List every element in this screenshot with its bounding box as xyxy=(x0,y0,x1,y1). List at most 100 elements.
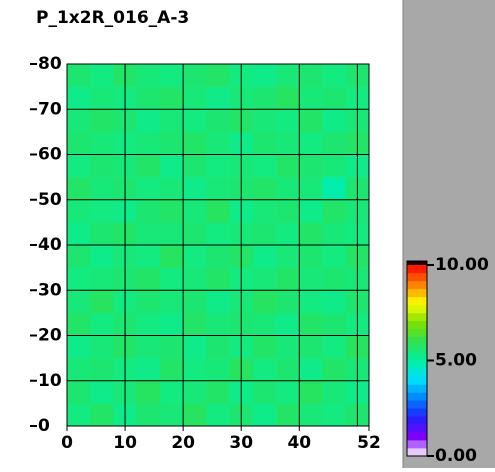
heatmap-cell xyxy=(322,154,347,178)
heatmap-cell xyxy=(322,358,347,382)
heatmap-cell xyxy=(252,267,277,291)
heatmap-cell xyxy=(159,131,184,155)
heatmap-cell xyxy=(276,245,300,268)
heatmap-cell xyxy=(252,222,277,246)
heatmap-cell xyxy=(183,267,207,291)
heatmap-cell xyxy=(67,245,91,268)
heatmap-cell xyxy=(252,199,277,223)
colorbar-tick-label: 0.00 xyxy=(435,446,477,466)
heatmap-cell xyxy=(159,109,184,133)
heatmap-cell xyxy=(159,154,184,178)
heatmap-cell xyxy=(299,109,323,133)
heatmap-cell xyxy=(183,245,207,268)
heatmap-cell xyxy=(252,380,277,404)
heatmap-cell xyxy=(67,154,91,178)
colorbar-band xyxy=(407,400,427,409)
heatmap-cell xyxy=(276,312,300,336)
colorbar-band xyxy=(407,448,427,457)
heatmap-cell xyxy=(159,64,184,87)
heatmap-cell xyxy=(322,380,347,404)
heatmap-cell xyxy=(276,109,300,133)
heatmap-cell xyxy=(159,199,184,223)
heatmap-cell xyxy=(136,380,161,404)
heatmap-cell xyxy=(322,267,347,291)
heatmap-cell xyxy=(206,335,230,359)
heatmap-cell xyxy=(159,358,184,382)
heatmap-cell xyxy=(90,154,114,178)
heatmap-cell xyxy=(299,199,323,223)
heatmap-cell xyxy=(159,290,184,314)
heatmap-cell xyxy=(206,403,230,427)
y-tick-label: 80 xyxy=(38,54,62,74)
heatmap-cell xyxy=(322,64,347,87)
colorbar-band xyxy=(407,336,427,345)
heatmap-cell xyxy=(183,222,207,246)
heatmap-cell xyxy=(299,267,323,291)
heatmap-cell xyxy=(276,222,300,246)
heatmap-cell xyxy=(299,403,323,427)
heatmap-cell xyxy=(252,131,277,155)
heatmap-cell xyxy=(136,64,161,87)
heatmap-cell xyxy=(276,380,300,404)
heatmap-cell xyxy=(206,245,230,268)
heatmap-cell xyxy=(159,222,184,246)
x-tick-label: 20 xyxy=(171,433,195,453)
heatmap-cell xyxy=(67,290,91,314)
colorbar-tick-label: 10.00 xyxy=(435,255,489,275)
heatmap-cell xyxy=(299,358,323,382)
heatmap-cell xyxy=(159,267,184,291)
heatmap-cell xyxy=(299,154,323,178)
heatmap-cell xyxy=(183,199,207,223)
y-tick-label: 20 xyxy=(38,326,62,346)
heatmap-cell xyxy=(183,358,207,382)
heatmap-cell xyxy=(136,290,161,314)
heatmap-cell xyxy=(183,290,207,314)
colorbar-band xyxy=(407,384,427,393)
heatmap-cell xyxy=(276,403,300,427)
heatmap-cell xyxy=(276,131,300,155)
y-tick-label: 30 xyxy=(38,280,62,300)
x-tick-label: 0 xyxy=(61,433,73,453)
heatmap-cell xyxy=(252,109,277,133)
heatmap-cell xyxy=(67,86,91,110)
heatmap-cell xyxy=(90,403,114,427)
colorbar-band xyxy=(407,265,427,274)
heatmap-cell xyxy=(276,86,300,110)
heatmap-cell xyxy=(159,86,184,110)
x-tick-label: 40 xyxy=(287,433,311,453)
heatmap-cell xyxy=(90,290,114,314)
heatmap-cell xyxy=(136,358,161,382)
heatmap-cell xyxy=(90,267,114,291)
heatmap-cell xyxy=(206,222,230,246)
heatmap-cell xyxy=(67,358,91,382)
heatmap-cell xyxy=(90,177,114,201)
colorbar-band xyxy=(407,416,427,425)
heatmap-cell xyxy=(183,380,207,404)
heatmap-cell xyxy=(299,290,323,314)
heatmap-cell xyxy=(67,109,91,133)
heatmap-cell xyxy=(183,154,207,178)
plot-frame xyxy=(66,63,370,427)
heatmap-cell xyxy=(252,177,277,201)
heatmap-cell xyxy=(299,245,323,268)
heatmap-cell xyxy=(90,312,114,336)
colorbar-band xyxy=(407,424,427,433)
heatmap-cell xyxy=(67,267,91,291)
heatmap-cell xyxy=(183,86,207,110)
heatmap-cell xyxy=(322,177,347,201)
colorbar-band xyxy=(407,368,427,377)
heatmap-cell xyxy=(252,403,277,427)
heatmap-cell xyxy=(183,312,207,336)
heatmap-cell xyxy=(276,199,300,223)
chart-title: P_1x2R_016_A-3 xyxy=(36,8,189,28)
heatmap-cell xyxy=(322,86,347,110)
heatmap-cell xyxy=(159,380,184,404)
colorbar-cap xyxy=(407,261,427,265)
heatmap-cell xyxy=(252,358,277,382)
heatmap-cell xyxy=(252,64,277,87)
y-tick-label: 60 xyxy=(38,145,62,165)
colorbar-band xyxy=(407,352,427,361)
heatmap-cell xyxy=(299,335,323,359)
heatmap-cell xyxy=(322,403,347,427)
